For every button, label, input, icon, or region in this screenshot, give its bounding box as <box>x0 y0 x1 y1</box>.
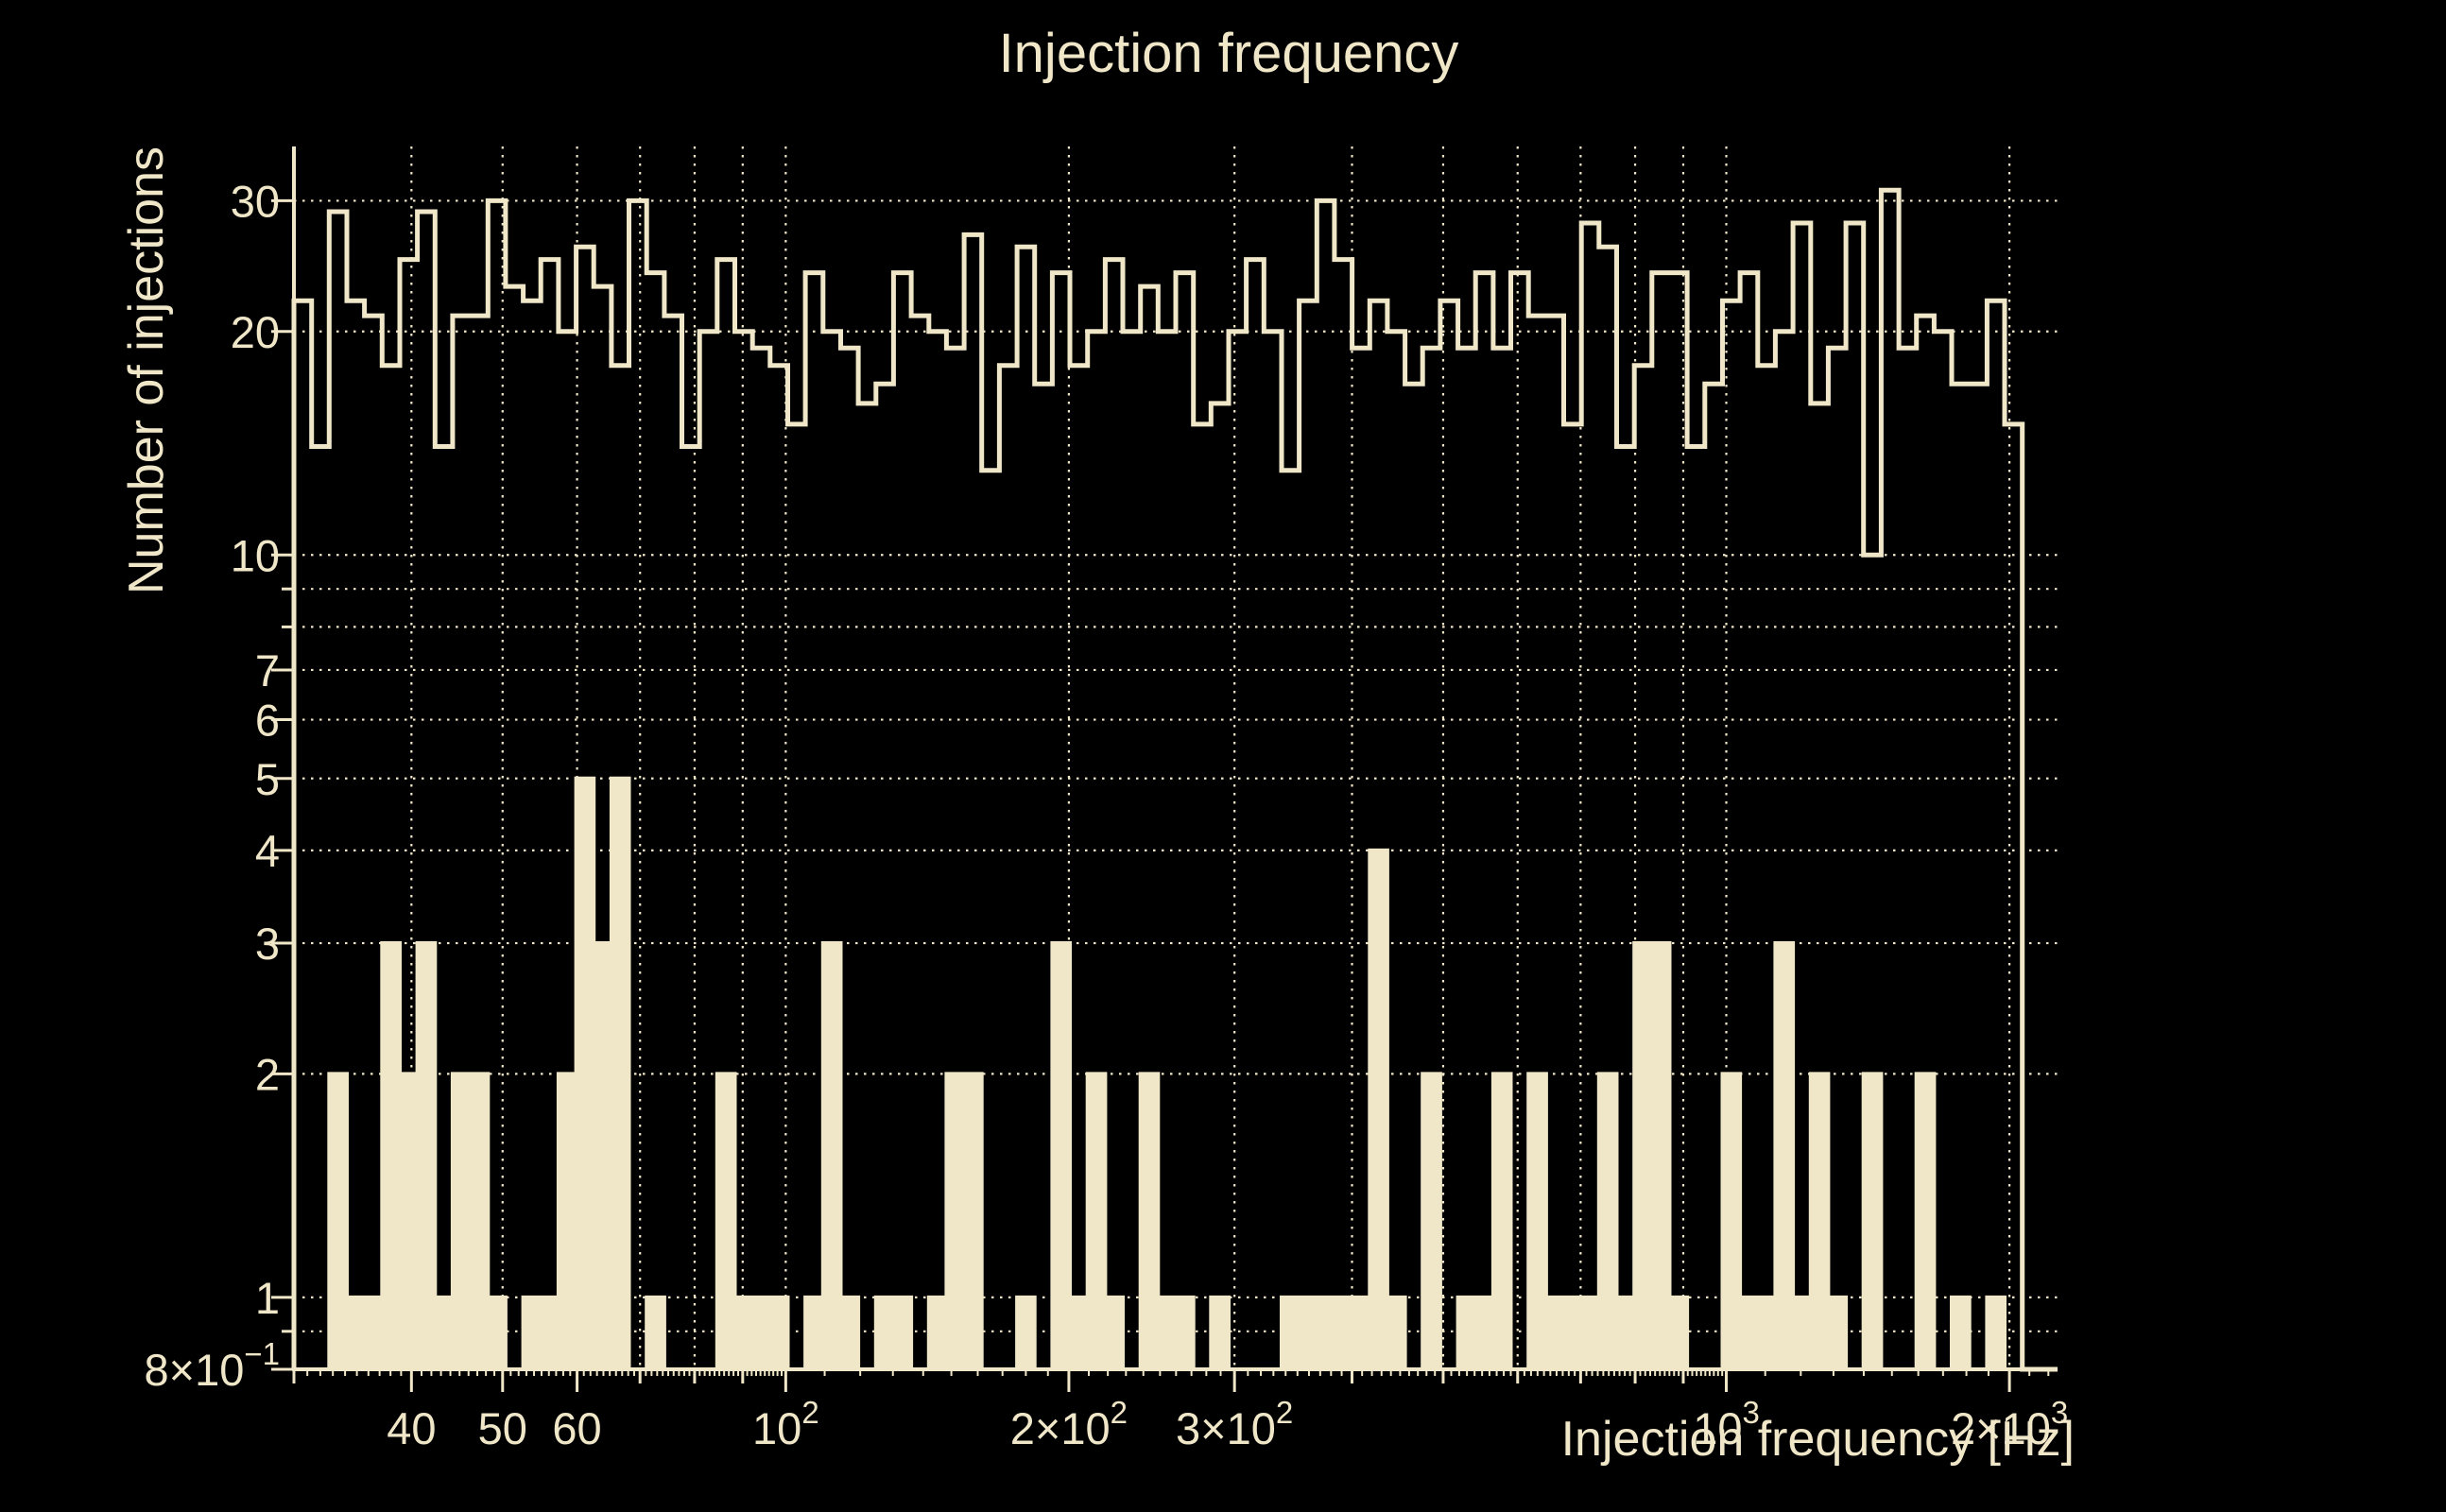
tick-label: 7 <box>255 645 280 696</box>
tick-label: 103 <box>1693 1395 1760 1453</box>
tick-label: 2×103 <box>1951 1395 2068 1453</box>
tick-label: 2 <box>255 1049 280 1099</box>
tick-label: 102 <box>752 1395 819 1453</box>
y-axis-title: Number of injections <box>119 146 174 594</box>
x-axis-title: Injection frequency [Hz] <box>1561 1412 2075 1467</box>
tick-label: 10 <box>231 530 280 580</box>
histogram-layer <box>291 187 2058 1372</box>
tick-label: 40 <box>387 1403 436 1453</box>
tick-label: 50 <box>478 1403 527 1453</box>
tick-label: 60 <box>552 1403 601 1453</box>
tick-label: 3 <box>255 919 280 969</box>
tick-label: 8×10−1 <box>145 1336 281 1395</box>
chart-title: Injection frequency <box>999 23 1459 84</box>
tick-label: 5 <box>255 754 280 804</box>
tick-label: 20 <box>231 307 280 357</box>
axis-layer: 40 50 60 102 2×102 3×102 103 2×103 30 20 10 76 5 4 3 2 1… <box>145 146 2068 1453</box>
filled-histogram <box>294 776 2058 1371</box>
tick-label: 4 <box>255 826 280 876</box>
tick-label: 30 <box>231 176 280 226</box>
tick-label: 6 <box>255 696 280 746</box>
tick-label: 3×102 <box>1176 1395 1293 1453</box>
tick-label: 1 <box>255 1273 280 1323</box>
outline-histogram <box>291 187 2058 1372</box>
tick-label: 2×102 <box>1010 1395 1128 1453</box>
